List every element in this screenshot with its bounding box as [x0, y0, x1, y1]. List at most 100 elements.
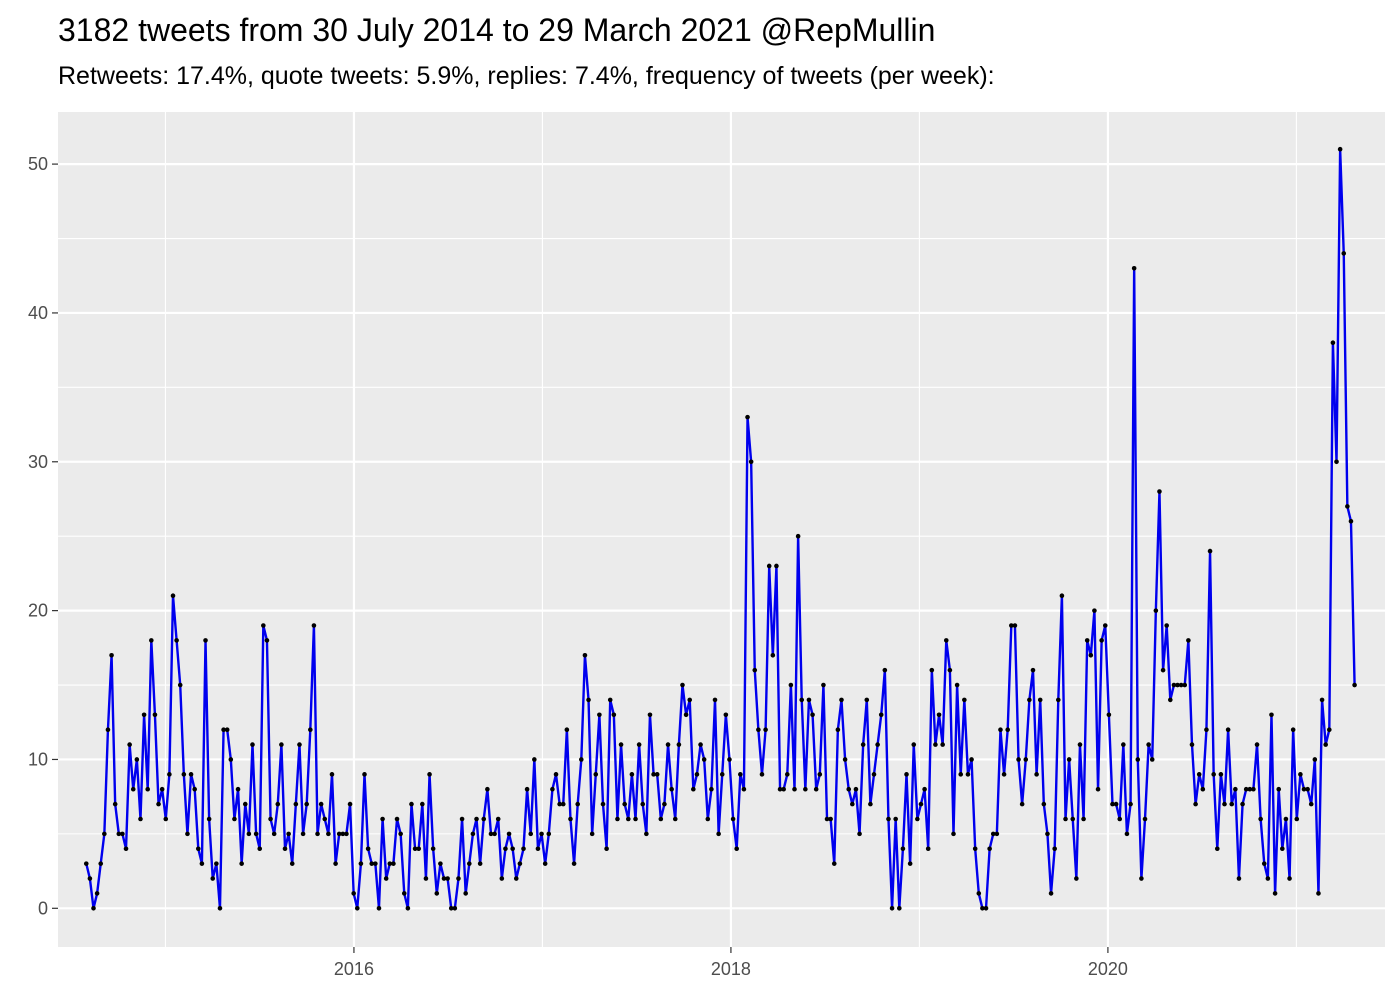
data-point: [369, 861, 375, 866]
data-point: [1023, 757, 1029, 762]
data-point: [824, 816, 830, 822]
data-point: [897, 906, 902, 911]
data-point: [1164, 623, 1169, 628]
data-point: [1168, 697, 1173, 703]
data-point: [857, 831, 862, 837]
data-point: [1294, 816, 1300, 822]
data-point: [1005, 727, 1010, 732]
data-point: [933, 742, 938, 747]
data-point: [102, 831, 107, 837]
data-point: [889, 906, 895, 911]
data-point: [210, 876, 216, 881]
data-point: [279, 742, 284, 747]
y-axis: 0 10 20 30 40 50: [28, 154, 58, 918]
y-tick-label: 0: [38, 898, 48, 918]
data-point: [1095, 786, 1101, 792]
data-point: [810, 712, 815, 718]
data-point: [1175, 682, 1180, 688]
data-point: [759, 772, 765, 777]
data-point: [467, 861, 472, 866]
data-point: [1272, 891, 1278, 896]
data-point: [983, 906, 989, 911]
data-point: [304, 801, 309, 807]
data-point: [1131, 265, 1137, 271]
data-point: [456, 876, 461, 881]
data-point: [1222, 801, 1227, 807]
data-point: [1243, 786, 1249, 792]
data-point: [564, 727, 570, 732]
data-point: [300, 831, 306, 837]
data-point: [326, 831, 331, 837]
data-point: [1041, 801, 1047, 807]
data-point: [748, 459, 754, 465]
data-point: [1055, 697, 1061, 703]
data-point: [987, 846, 992, 852]
data-point: [821, 682, 826, 688]
data-point: [1102, 623, 1108, 628]
data-point: [459, 816, 465, 822]
data-point: [676, 742, 682, 747]
data-point: [492, 831, 497, 837]
data-point: [434, 891, 440, 896]
data-point: [625, 816, 631, 822]
data-point: [430, 846, 436, 852]
data-point: [268, 816, 273, 822]
data-point: [1009, 623, 1014, 628]
data-point: [499, 876, 505, 881]
data-point: [1290, 727, 1296, 732]
data-point: [420, 801, 425, 807]
data-point: [282, 846, 288, 852]
data-point: [774, 563, 779, 569]
chart-subtitle: Retweets: 17.4%, quote tweets: 5.9%, rep…: [58, 62, 995, 90]
data-point: [109, 652, 114, 658]
data-point: [416, 846, 422, 852]
data-point: [1334, 459, 1339, 465]
data-point: [925, 846, 931, 852]
data-point: [445, 876, 450, 881]
y-tick-label: 40: [28, 303, 48, 323]
data-point: [488, 831, 494, 837]
data-point: [1084, 638, 1090, 643]
data-point: [1178, 682, 1184, 688]
data-point: [904, 772, 909, 777]
data-point: [1110, 801, 1115, 807]
data-point: [340, 831, 346, 837]
data-point: [1323, 742, 1328, 747]
data-point: [535, 846, 541, 852]
data-point: [723, 712, 729, 718]
data-point: [362, 772, 367, 777]
data-point: [1229, 801, 1235, 807]
data-point: [1016, 757, 1021, 762]
data-point: [120, 831, 125, 837]
data-point: [1258, 816, 1263, 822]
data-point: [1121, 742, 1126, 747]
data-point: [1146, 742, 1151, 747]
data-point: [597, 712, 602, 718]
data-point: [539, 831, 544, 837]
data-point: [817, 772, 823, 777]
data-point: [976, 891, 982, 896]
data-point: [412, 846, 418, 852]
data-point: [376, 906, 382, 911]
data-point: [600, 801, 606, 807]
data-point: [907, 861, 913, 866]
x-axis: 2016 2018 2020: [334, 947, 1128, 979]
data-point: [738, 772, 743, 777]
data-point: [354, 906, 360, 911]
data-point: [1074, 876, 1079, 881]
data-point: [962, 697, 967, 703]
data-point: [1052, 846, 1057, 852]
data-point: [799, 697, 805, 703]
data-point: [253, 831, 259, 837]
data-point: [936, 712, 942, 718]
data-point: [517, 861, 523, 866]
data-point: [719, 772, 725, 777]
data-point: [604, 846, 609, 852]
data-point: [633, 816, 638, 822]
data-point: [1312, 757, 1318, 762]
data-point: [123, 846, 129, 852]
data-point: [315, 831, 320, 837]
data-point: [1283, 816, 1289, 822]
data-point: [929, 667, 935, 673]
data-point: [1153, 608, 1159, 613]
